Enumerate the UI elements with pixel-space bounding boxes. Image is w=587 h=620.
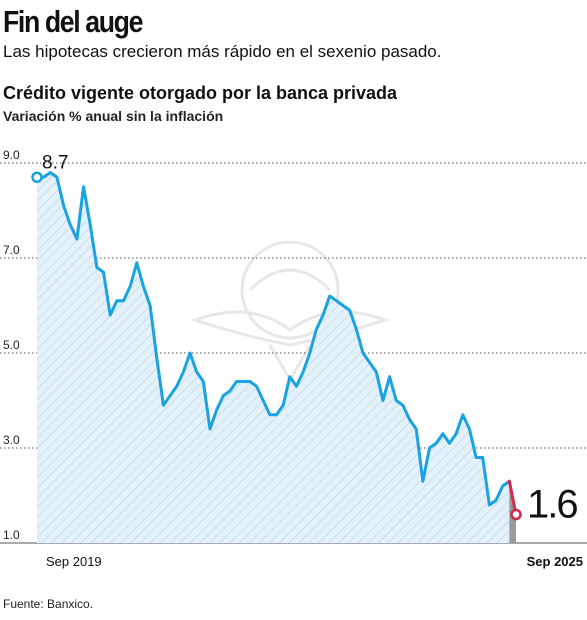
last-point-marker (510, 508, 522, 521)
plot-area (31, 171, 522, 543)
chart-subtitle: Variación % anual sin la inflación (3, 108, 224, 124)
series-line (35, 171, 511, 507)
first-point-marker (31, 171, 43, 183)
chart-title: Crédito vigente otorgado por la banca pr… (3, 83, 398, 103)
subhead: Las hipotecas crecieron más rápido en el… (3, 42, 442, 61)
x-tick-label-start: Sep 2019 (46, 554, 102, 569)
y-tick-label: 3.0 (3, 433, 20, 447)
first-value-label: 8.7 (42, 152, 68, 173)
axis-labels: 8.7 1.6 Sep 2019 Sep 2025 (42, 152, 583, 569)
source-note: Fuente: Banxico. (3, 597, 94, 611)
series-area (37, 172, 510, 543)
y-tick-label: 1.0 (3, 528, 20, 542)
y-tick-label: 7.0 (3, 243, 20, 257)
headline: Fin del auge (3, 4, 143, 39)
y-tick-label: 9.0 (3, 148, 20, 162)
y-tick-label: 5.0 (3, 338, 20, 352)
eagle-watermark-icon (190, 240, 390, 384)
last-value-label: 1.6 (527, 483, 577, 527)
x-tick-label-end: Sep 2025 (527, 554, 583, 569)
